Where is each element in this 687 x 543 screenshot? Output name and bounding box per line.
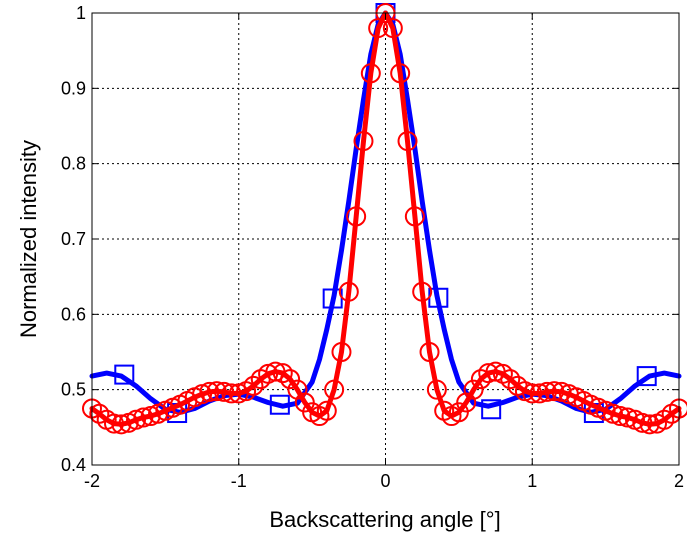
series-2-circle-marker [382, 18, 403, 39]
series-2-circle-marker [654, 409, 675, 430]
x-tick-label: 0 [380, 471, 390, 491]
series-2-circle-marker [404, 206, 425, 227]
y-tick-label: 0.4 [61, 455, 86, 475]
series-2-circle-marker [536, 381, 557, 402]
ticks [91, 12, 680, 466]
series-2-circle-marker [522, 383, 543, 404]
series-2-circle-marker [544, 381, 565, 402]
series-2-circle-marker [419, 342, 440, 362]
series-1-square-marker [269, 394, 290, 415]
series-2-circle-marker [89, 403, 110, 424]
x-tick-label: -2 [84, 471, 100, 491]
y-tick-label: 0.9 [61, 78, 86, 98]
x-tick-labels: -2 -1 0 1 2 [84, 471, 684, 491]
y-tick-label: 1 [76, 3, 86, 23]
series-2-circle-marker [199, 381, 220, 402]
series-1-square-marker [636, 366, 657, 387]
x-tick-label: 2 [674, 471, 684, 491]
x-tick-label: -1 [231, 471, 247, 491]
y-tick-labels: 0.4 0.5 0.6 0.7 0.8 0.9 1 [61, 3, 86, 475]
series-2-circle-marker [346, 206, 367, 227]
series-1-square-marker [481, 399, 502, 420]
y-axis-label: Normalized intensity [16, 140, 41, 338]
series-2-circle-marker [632, 412, 653, 433]
series-2-circle-marker [214, 381, 235, 402]
series-2-circle-marker [639, 414, 660, 435]
series-2-circle-marker [426, 379, 447, 400]
series-2-circle-marker [111, 414, 132, 435]
x-axis-label: Backscattering angle [°] [269, 507, 500, 532]
series-2-circle-marker [353, 131, 374, 152]
series-2-circle-marker [104, 413, 125, 434]
series-2-circle-marker [463, 379, 484, 400]
y-tick-label: 0.8 [61, 154, 86, 174]
series-2-circle-marker [610, 406, 631, 427]
series-2-circle-marker [133, 407, 154, 428]
series-2-circle-marker [331, 342, 352, 362]
series-1-square-marker [114, 364, 135, 385]
series-2-circle-marker [478, 363, 499, 384]
series-2-circle-marker [412, 281, 433, 302]
series-2-circle-marker [338, 281, 359, 302]
series-2-circle-marker [324, 379, 345, 400]
y-tick-label: 0.5 [61, 380, 86, 400]
series-2-circle-marker [221, 383, 242, 404]
series-2-circle-marker [280, 369, 301, 390]
series-2-circle-marker [500, 369, 521, 390]
series-2-circle-marker [390, 63, 411, 84]
series-2-circle-marker [206, 381, 227, 402]
series-2-circle-marker [397, 131, 418, 152]
y-tick-label: 0.7 [61, 229, 86, 249]
y-tick-label: 0.6 [61, 304, 86, 324]
series-2-circle-marker [243, 375, 264, 396]
x-tick-label: 1 [527, 471, 537, 491]
series-2-circle-marker [272, 363, 293, 384]
series-2-circle-marker [529, 383, 550, 404]
series-2-circle-marker [316, 400, 337, 421]
series-2-circle-marker [360, 63, 381, 84]
